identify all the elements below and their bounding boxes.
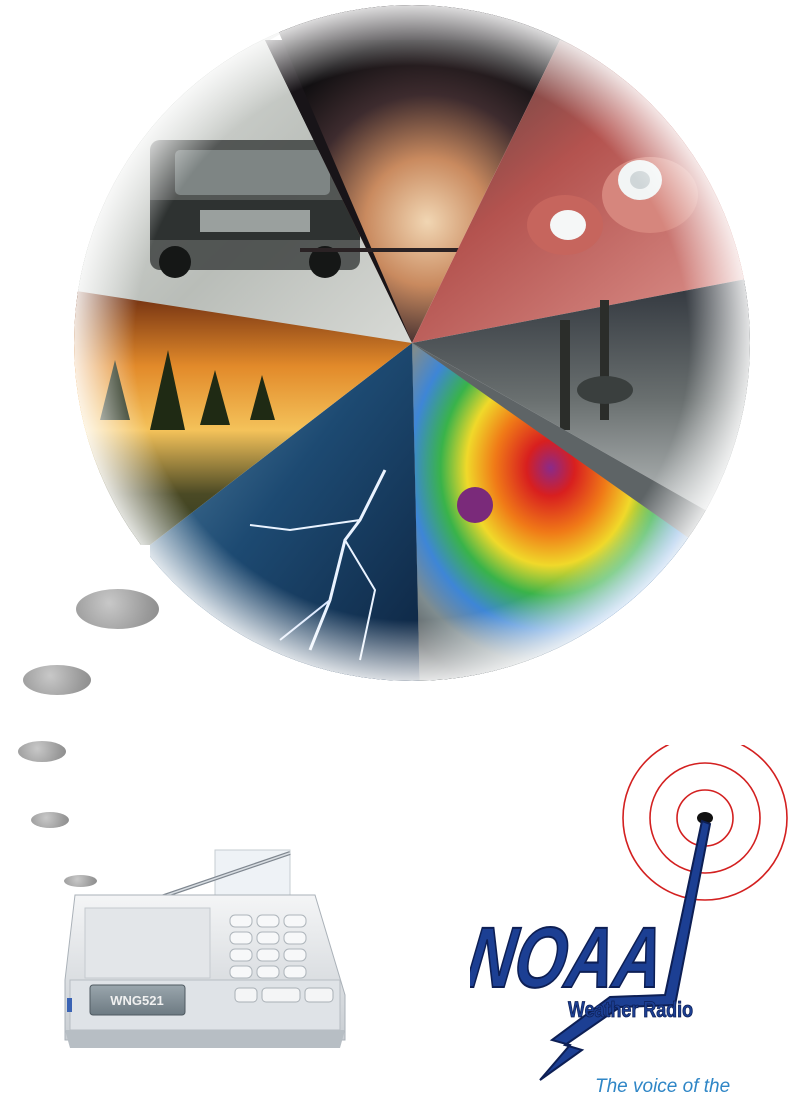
- logo-main-text: NOAA: [470, 910, 670, 1006]
- thought-bubble-5: [64, 875, 97, 887]
- lcd-model-label: WNG521: [110, 993, 163, 1008]
- tagline: The voice of the: [595, 1076, 731, 1097]
- noaa-weather-radio-logo: NOAA Weather Radio: [470, 745, 788, 1081]
- thought-bubble-3: [18, 741, 66, 762]
- signal-rings-icon: [622, 745, 788, 901]
- radio-button-right[interactable]: [304, 987, 334, 1003]
- thought-bubble-4: [31, 812, 69, 828]
- speaker-grill: [84, 907, 211, 979]
- lcd-display: [89, 984, 186, 1016]
- thought-bubble-2: [23, 665, 91, 695]
- logo-sub-text: Weather Radio: [568, 997, 693, 1022]
- weather-collage: [74, 5, 750, 681]
- lightning-bolt-icon: [539, 819, 712, 1081]
- radio-button-left[interactable]: [234, 987, 258, 1003]
- keypad: [229, 914, 307, 979]
- radio-button-middle[interactable]: [261, 987, 301, 1003]
- weather-radio: WNG521: [64, 849, 346, 1048]
- thought-bubble-1: [76, 589, 159, 629]
